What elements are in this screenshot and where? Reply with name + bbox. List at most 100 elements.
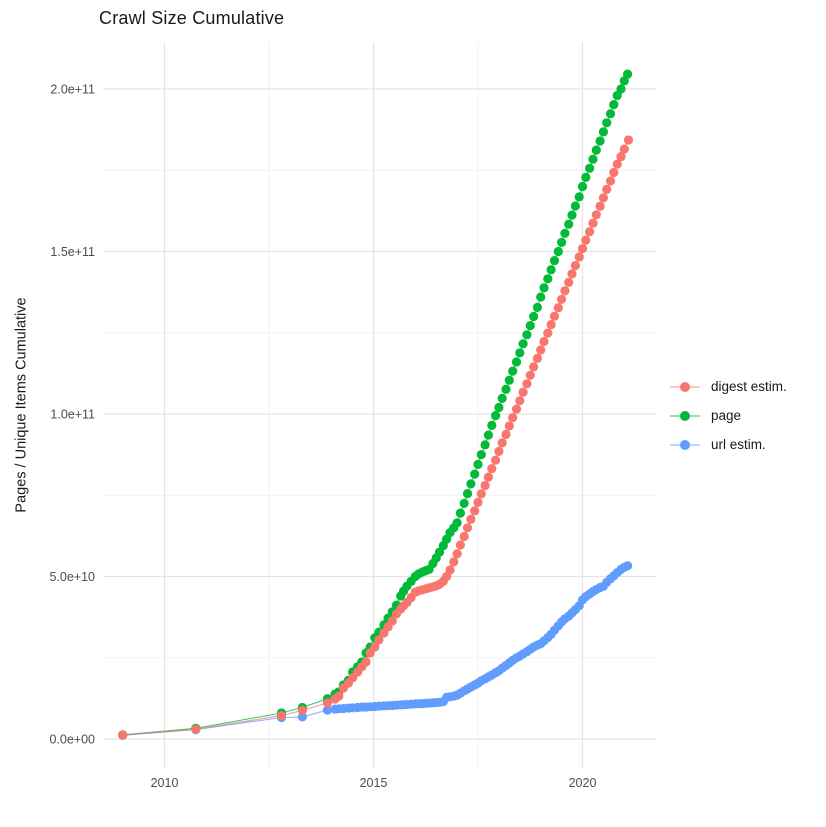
data-point-url-estim (322, 705, 333, 715)
data-point-digest-estim (619, 144, 629, 154)
data-point-digest-estim (494, 446, 504, 456)
legend-item-digest-estim: digest estim. (668, 378, 787, 395)
data-point-digest-estim (483, 472, 493, 482)
data-point-digest-estim (445, 565, 455, 575)
data-point-digest-estim (577, 244, 588, 254)
data-point-page (504, 375, 514, 385)
data-point-page (501, 384, 511, 394)
data-point-digest-estim (361, 657, 371, 667)
data-point-digest-estim (546, 320, 556, 330)
data-point-page (588, 154, 598, 164)
data-point-page (598, 127, 609, 137)
x-tick-label: 2015 (360, 776, 388, 790)
data-point-page (623, 69, 633, 79)
data-point-digest-estim (297, 705, 307, 716)
data-point-digest-estim (570, 260, 581, 271)
data-point-digest-estim (491, 455, 501, 465)
data-point-digest-estim (539, 336, 549, 347)
data-point-digest-estim (449, 557, 459, 567)
data-point-page (536, 292, 546, 302)
data-point-digest-estim (529, 362, 539, 372)
data-point-digest-estim (508, 413, 518, 423)
legend-key-icon (670, 439, 700, 450)
data-point-digest-estim (564, 277, 574, 287)
data-point-digest-estim (497, 438, 507, 448)
data-point-page (546, 265, 556, 275)
data-point-page (508, 366, 518, 376)
data-point-page (560, 228, 570, 238)
data-point-digest-estim (459, 531, 469, 542)
data-point-digest-estim (487, 464, 497, 474)
data-point-digest-estim (623, 135, 634, 145)
data-point-digest-estim (525, 370, 535, 380)
data-point-digest-estim (515, 396, 525, 406)
y-tick-label: 1.0e+11 (50, 407, 95, 421)
data-point-page (591, 145, 601, 155)
legend-label: digest estim. (711, 379, 787, 394)
data-point-digest-estim (522, 379, 532, 389)
legend-key-icon (670, 410, 700, 421)
data-point-digest-estim (191, 724, 201, 734)
data-point-page (529, 311, 539, 322)
data-point-page (452, 518, 462, 528)
data-point-digest-estim (511, 404, 522, 414)
data-point-page (609, 100, 619, 110)
data-point-digest-estim (518, 387, 528, 397)
legend-item-page: page (668, 407, 787, 424)
data-point-page (511, 357, 522, 367)
y-tick-label: 5.0e+10 (49, 570, 95, 584)
data-point-digest-estim (470, 506, 480, 516)
data-point-page (564, 219, 574, 229)
y-axis-title: Pages / Unique Items Cumulative (14, 297, 30, 513)
data-point-page (483, 430, 493, 440)
data-point-digest-estim (581, 235, 591, 245)
legend-item-url-estim: url estim. (668, 436, 787, 453)
data-point-digest-estim (334, 691, 344, 701)
data-point-url-estim (623, 561, 633, 571)
x-tick-label: 2010 (151, 776, 179, 790)
data-point-digest-estim (585, 227, 595, 237)
data-point-digest-estim (549, 311, 560, 321)
data-point-page (570, 201, 581, 211)
data-point-page (605, 109, 616, 119)
data-point-page (522, 330, 532, 340)
data-point-digest-estim (567, 269, 577, 279)
data-point-page (476, 450, 486, 460)
data-point-page (532, 302, 543, 312)
data-point-digest-estim (476, 489, 486, 499)
data-point-digest-estim (588, 218, 598, 228)
data-point-page (619, 76, 629, 86)
data-point-digest-estim (370, 642, 380, 652)
data-point-page (459, 498, 469, 508)
data-point-page (553, 246, 563, 257)
data-point-digest-estim (574, 252, 584, 262)
data-point-digest-estim (557, 294, 567, 304)
data-point-digest-estim (553, 303, 563, 313)
data-point-digest-estim (452, 549, 462, 559)
data-point-page (577, 181, 588, 192)
legend-key-icon (670, 381, 700, 392)
data-point-digest-estim (466, 514, 476, 524)
data-point-page (557, 237, 567, 247)
data-point-digest-estim (504, 421, 514, 431)
data-point-page (515, 348, 525, 358)
data-point-digest-estim (276, 711, 287, 721)
data-point-digest-estim (609, 167, 619, 178)
data-point-digest-estim (536, 345, 546, 355)
y-tick-label: 0.0e+00 (49, 732, 95, 746)
data-point-page (525, 321, 535, 331)
data-point-page (549, 256, 560, 266)
x-tick-label: 2020 (569, 776, 597, 790)
data-point-digest-estim (598, 193, 609, 203)
data-point-page (470, 469, 480, 479)
data-point-page (473, 459, 483, 469)
data-point-page (466, 479, 476, 489)
data-point-page (494, 402, 504, 413)
data-point-digest-estim (602, 184, 612, 194)
y-tick-label: 2.0e+11 (50, 82, 95, 96)
data-point-digest-estim (473, 497, 483, 507)
data-point-digest-estim (118, 730, 128, 740)
y-axis-title-wrap: Pages / Unique Items Cumulative (10, 0, 34, 810)
